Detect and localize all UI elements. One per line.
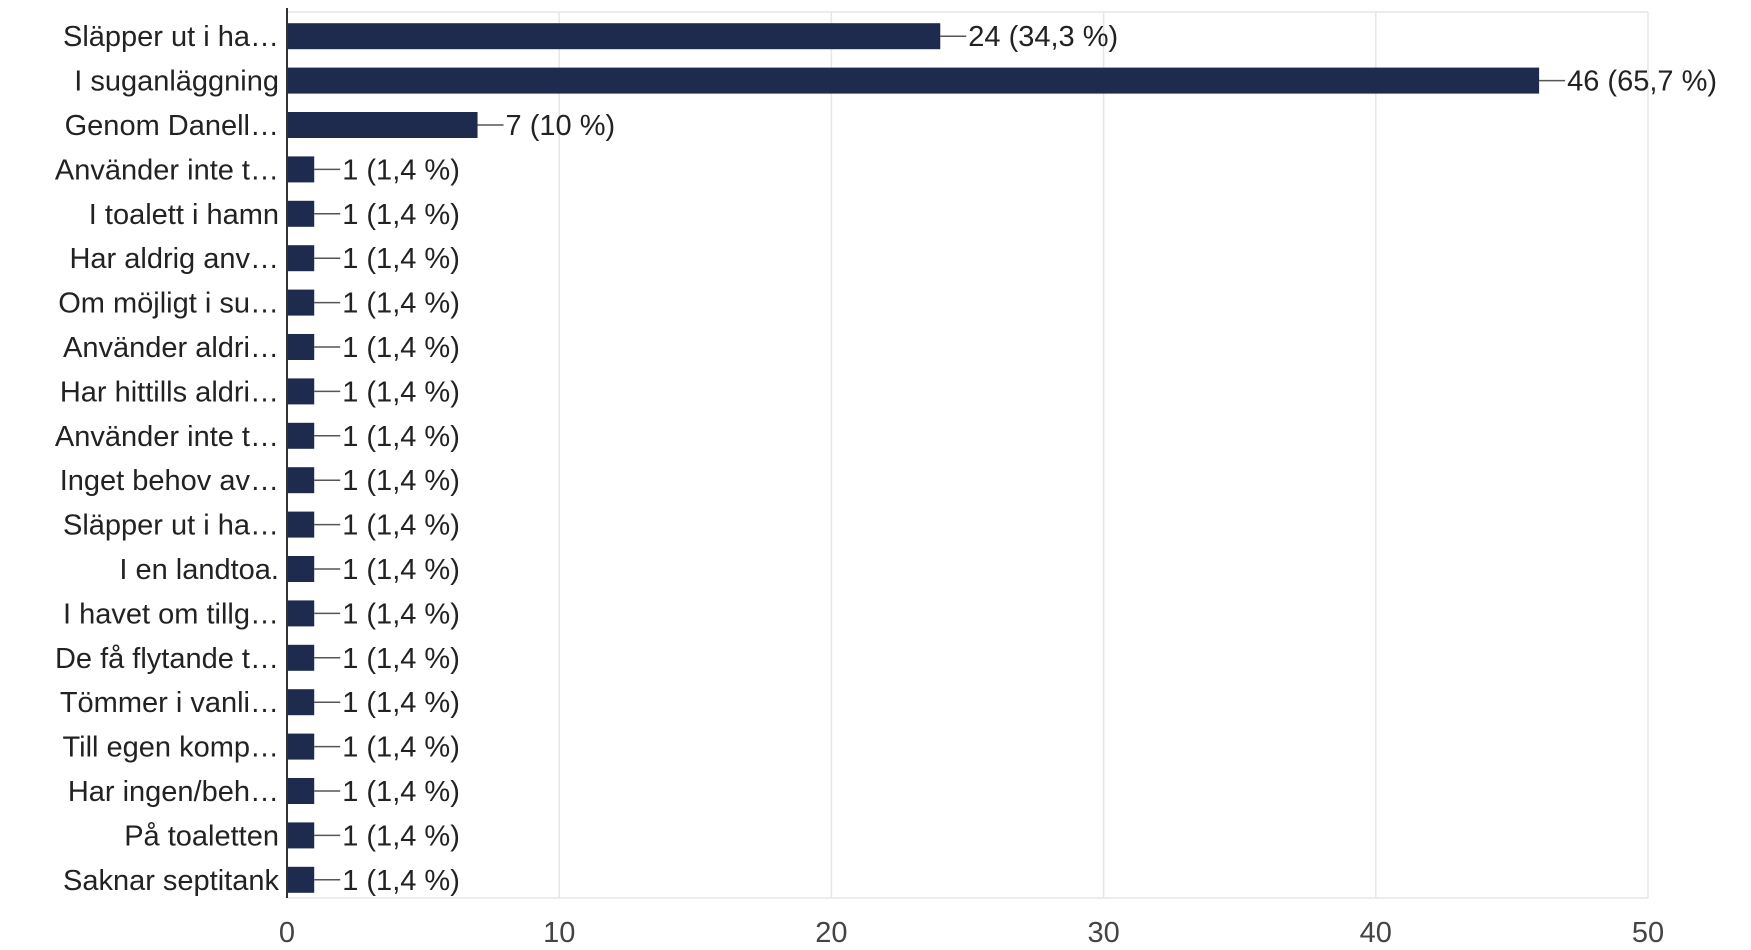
data-label: 1 (1,4 %) [342,554,460,586]
category-label: Använder aldri… [63,332,279,364]
category-label: Till egen komp… [62,732,279,764]
data-label: 1 (1,4 %) [342,865,460,897]
bar [287,245,315,272]
x-tick-label: 50 [1632,917,1664,949]
bar [287,511,315,538]
category-label: Använder inte t… [55,154,279,186]
category-label: På toaletten [124,820,279,852]
data-label: 1 (1,4 %) [342,332,460,364]
bar [287,600,315,627]
x-tick-label: 40 [1360,917,1392,949]
x-tick-label: 30 [1087,917,1119,949]
bars [287,23,1540,893]
bar [287,689,315,716]
bar [287,822,315,849]
category-label: Har hittills aldri… [60,376,279,408]
data-label: 1 (1,4 %) [342,465,460,497]
data-label: 24 (34,3 %) [968,21,1118,53]
grid-lines [287,11,1649,899]
data-label: 1 (1,4 %) [342,154,460,186]
category-label: Tömmer i vanli… [60,687,279,719]
category-label: Genom Danell… [65,110,279,142]
bar [287,156,315,183]
data-label: 1 (1,4 %) [342,687,460,719]
bar [287,556,315,582]
data-label: 1 (1,4 %) [342,776,460,808]
data-label: 1 (1,4 %) [342,199,460,231]
bar [287,67,1540,94]
bar [287,112,478,138]
bar [287,200,315,227]
category-label: Har aldrig anv… [69,243,279,275]
category-label: Saknar septitank [63,865,280,897]
category-label: I en landtoa. [119,554,279,586]
data-label: 7 (10 %) [506,110,616,142]
data-label: 1 (1,4 %) [342,421,460,453]
data-label: 1 (1,4 %) [342,376,460,408]
bar [287,378,315,405]
category-label: Har ingen/beh… [68,776,279,808]
data-label: 1 (1,4 %) [342,820,460,852]
category-label: Om möjligt i su… [58,288,279,320]
category-label: Inget behov av… [60,465,279,497]
data-label: 1 (1,4 %) [342,643,460,675]
x-tick-label: 0 [279,917,295,949]
labels: 0 10 20 30 40 50 Släpper ut i ha… 24 (34,3 %) I … [55,21,1717,949]
bar [287,644,315,671]
data-label: 1 (1,4 %) [342,732,460,764]
category-label: I suganläggning [74,66,279,98]
bar [287,778,315,804]
bar [287,334,315,360]
category-label: I havet om tillg… [63,598,279,630]
bar [287,422,315,449]
data-label: 1 (1,4 %) [342,243,460,275]
data-label: 1 (1,4 %) [342,510,460,542]
bar [287,733,315,760]
category-label: I toalett i hamn [89,199,279,231]
data-label: 1 (1,4 %) [342,598,460,630]
x-tick-label: 20 [815,917,847,949]
bar [287,289,315,316]
data-label: 1 (1,4 %) [342,288,460,320]
category-label: De få flytande t… [55,643,279,675]
category-label: Släpper ut i ha… [63,21,279,53]
data-label: 46 (65,7 %) [1567,66,1717,98]
category-label: Släpper ut i ha… [63,510,279,542]
bar [287,866,315,893]
x-tick-label: 10 [543,917,575,949]
category-label: Använder inte t… [55,421,279,453]
bar [287,467,315,494]
bar [287,23,941,50]
